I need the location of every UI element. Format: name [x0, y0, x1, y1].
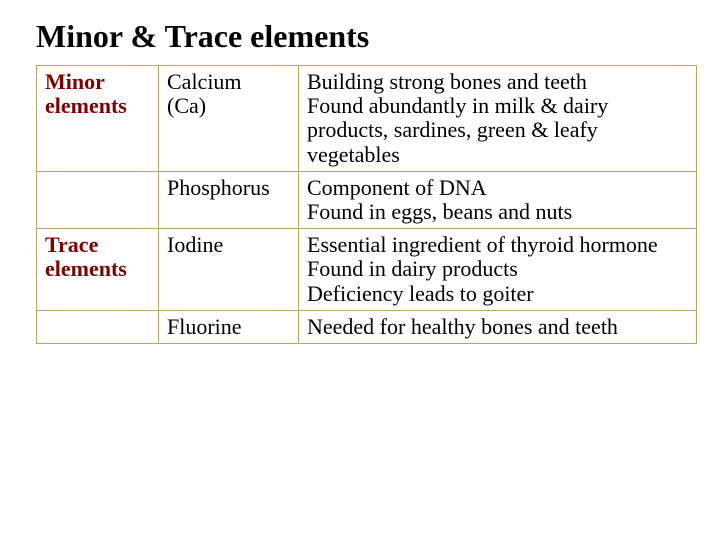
desc-line: Found abundantly in milk & dairy — [307, 93, 608, 118]
desc-line: products, sardines, green & leafy — [307, 117, 598, 142]
description-cell: Needed for healthy bones and teeth — [299, 310, 697, 343]
description-cell: Component of DNA Found in eggs, beans an… — [299, 171, 697, 228]
category-cell — [37, 171, 159, 228]
element-cell: Calcium (Ca) — [159, 66, 299, 172]
description-cell: Essential ingredient of thyroid hormone … — [299, 229, 697, 311]
table-row: Fluorine Needed for healthy bones and te… — [37, 310, 697, 343]
table-row: Phosphorus Component of DNA Found in egg… — [37, 171, 697, 228]
desc-line: Component of DNA — [307, 175, 487, 200]
elements-table: Minor elements Calcium (Ca) Building str… — [36, 65, 697, 344]
category-cell: Minor elements — [37, 66, 159, 172]
category-line: elements — [45, 257, 150, 281]
desc-line: Found in eggs, beans and nuts — [307, 199, 572, 224]
desc-line: Building strong bones and teeth — [307, 69, 587, 94]
element-line: Iodine — [167, 232, 223, 257]
element-cell: Phosphorus — [159, 171, 299, 228]
category-line: Trace — [45, 233, 150, 257]
element-line: (Ca) — [167, 93, 206, 118]
desc-line: Needed for healthy bones and teeth — [307, 314, 618, 339]
element-line: Phosphorus — [167, 175, 270, 200]
table-row: Minor elements Calcium (Ca) Building str… — [37, 66, 697, 172]
description-cell: Building strong bones and teeth Found ab… — [299, 66, 697, 172]
desc-line: vegetables — [307, 142, 400, 167]
element-line: Calcium — [167, 69, 242, 94]
desc-line: Found in dairy products — [307, 256, 518, 281]
category-cell — [37, 310, 159, 343]
element-line: Fluorine — [167, 314, 242, 339]
slide: Minor & Trace elements Minor elements Ca… — [0, 0, 720, 540]
category-line: elements — [45, 94, 150, 118]
table-row: Trace elements Iodine Essential ingredie… — [37, 229, 697, 311]
desc-line: Deficiency leads to goiter — [307, 281, 534, 306]
element-cell: Iodine — [159, 229, 299, 311]
category-line: Minor — [45, 70, 150, 94]
desc-line: Essential ingredient of thyroid hormone — [307, 232, 658, 257]
element-cell: Fluorine — [159, 310, 299, 343]
category-cell: Trace elements — [37, 229, 159, 311]
slide-title: Minor & Trace elements — [36, 18, 700, 55]
